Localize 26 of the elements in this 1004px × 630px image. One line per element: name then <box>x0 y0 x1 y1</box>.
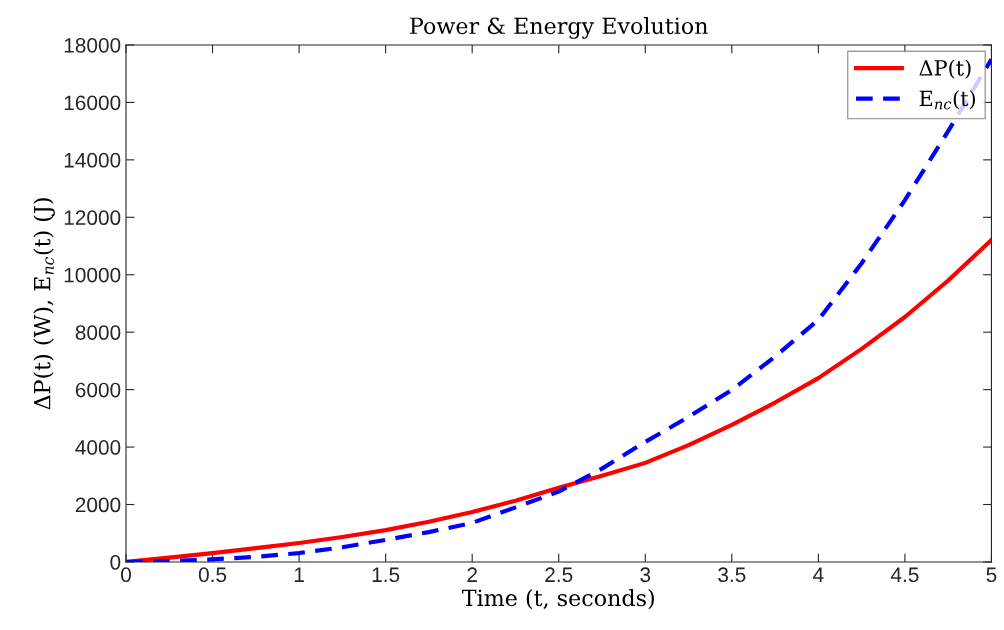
y-tick-label: 0 <box>110 554 121 570</box>
y-tick-label: 14000 <box>64 152 121 168</box>
y-tick-label: 10000 <box>64 267 121 283</box>
y-tick-label: 6000 <box>75 382 121 398</box>
x-tick-label: 2.5 <box>545 567 573 583</box>
x-tick-label: 4 <box>813 567 824 582</box>
x-tick-label: 1 <box>294 567 304 582</box>
x-tick-label: 3 <box>640 567 651 583</box>
x-tick-label: 3.5 <box>718 567 746 583</box>
y-tick-label: 16000 <box>64 95 121 111</box>
x-axis-title: Time (t, seconds) <box>461 589 654 610</box>
legend-label: E$_{nc}$(t) <box>919 90 976 110</box>
y-axis-title: ΔP(t) (W), E$_{nc}$(t) (J) <box>33 198 55 410</box>
x-tick-label: 0 <box>121 567 131 583</box>
x-tick-label: 4.5 <box>890 567 919 583</box>
y-tick-label: 12000 <box>64 210 121 226</box>
x-tick-label: 2 <box>467 567 477 582</box>
x-tick-label: 1.5 <box>372 567 400 583</box>
chart-title: Power & Energy Evolution <box>410 16 708 39</box>
y-tick-label: 4000 <box>75 440 121 455</box>
y-tick-label: 8000 <box>75 325 121 340</box>
y-tick-label: 18000 <box>64 37 121 53</box>
y-tick-label: 2000 <box>75 497 121 513</box>
x-tick-label: 0.5 <box>198 567 227 583</box>
legend-label: ΔP(t) <box>919 59 971 79</box>
x-tick-label: 5 <box>986 567 997 583</box>
